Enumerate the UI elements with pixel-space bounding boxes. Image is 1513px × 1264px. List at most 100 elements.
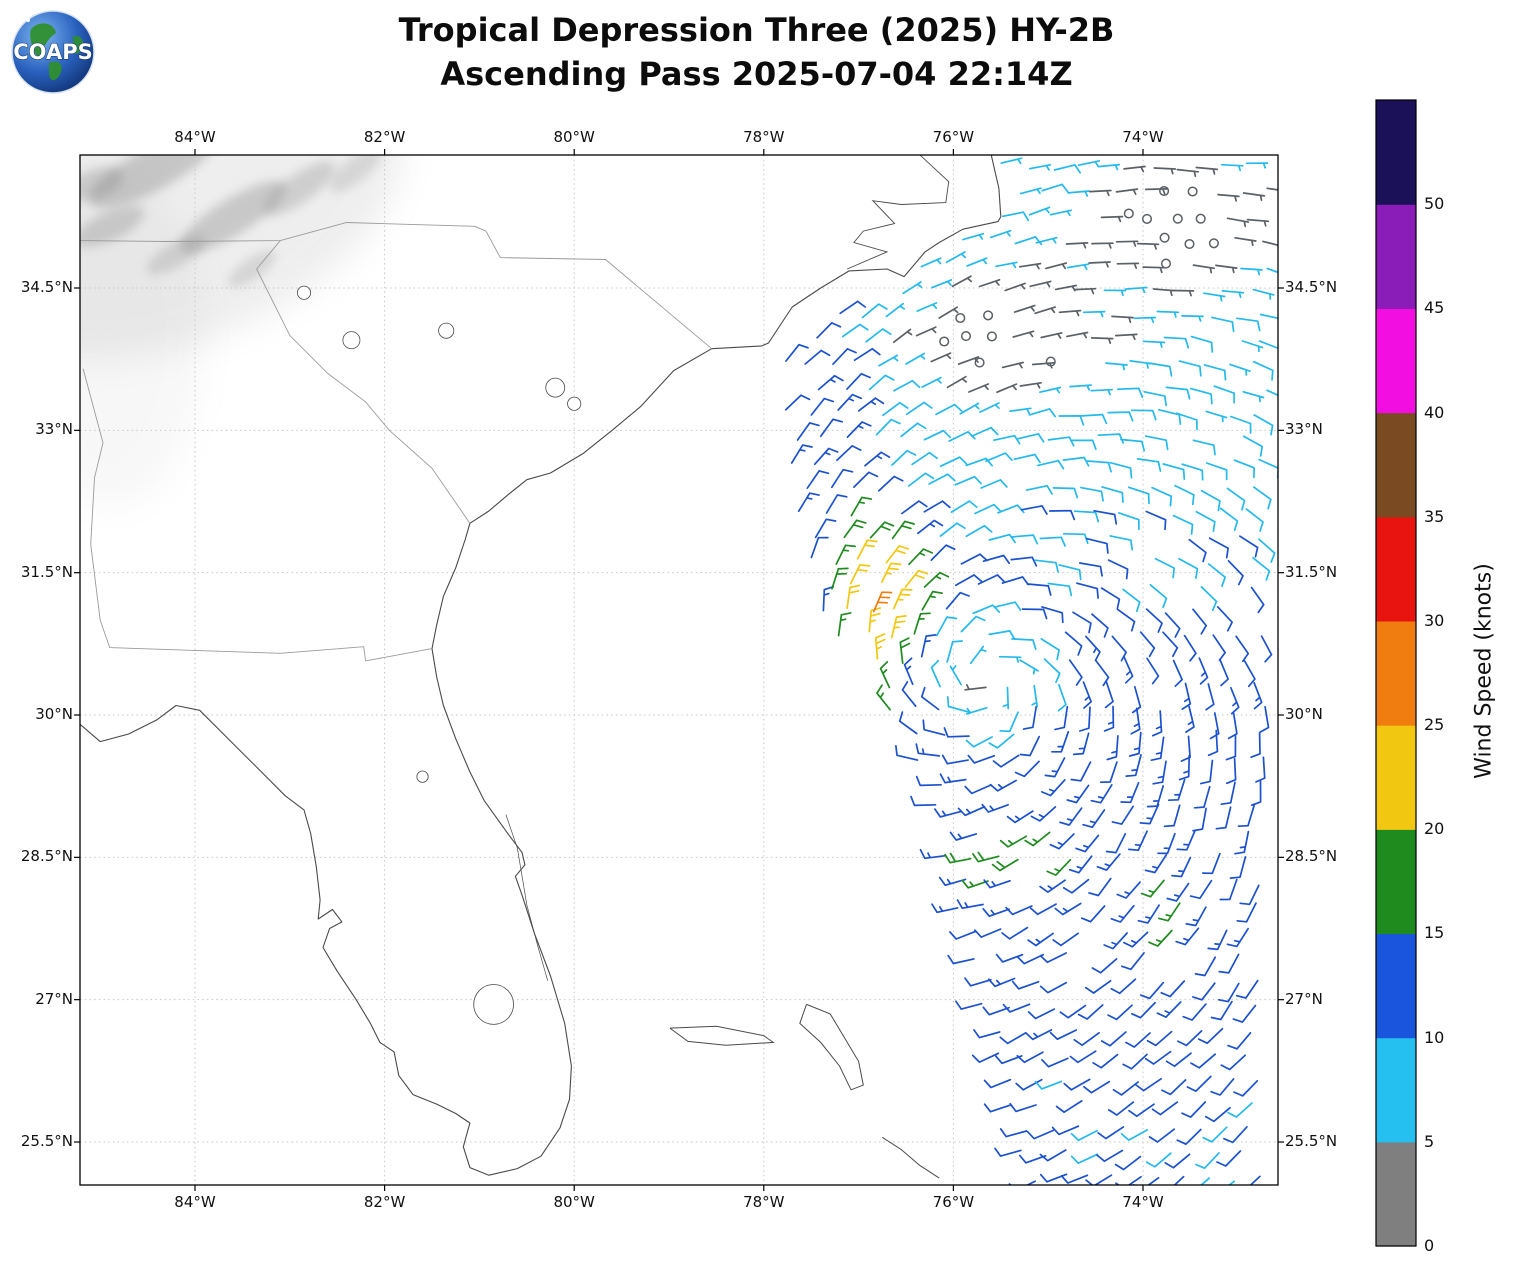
wind-barb: [1142, 266, 1166, 274]
wind-barb: [977, 574, 1006, 585]
wind-barb: [1245, 508, 1264, 532]
wind-barb: [1242, 390, 1265, 403]
wind-barb: [949, 831, 978, 841]
lake-outline: [473, 984, 514, 1025]
lagoon-shoreline: [505, 814, 549, 981]
wind-barb: [846, 421, 872, 438]
state-border: [80, 222, 487, 242]
wind-barb: [1130, 707, 1141, 735]
wind-barb: [1162, 463, 1186, 480]
wind-barb: [1122, 588, 1141, 613]
calm-wind-circle: [1187, 186, 1198, 197]
wind-barb: [948, 431, 976, 442]
wind-barb: [903, 657, 914, 686]
wind-barb: [1039, 386, 1062, 394]
wind-barb: [1227, 1102, 1253, 1118]
calm-wind-circle: [1141, 213, 1153, 224]
title-line-1: Tropical Depression Three (2025) HY-2B: [398, 11, 1115, 49]
wind-barb: [968, 383, 990, 393]
wind-barb: [1093, 509, 1118, 525]
wind-barb: [1199, 759, 1214, 785]
wind-barb: [1120, 782, 1140, 804]
wind-barb: [923, 429, 952, 441]
lat-tick-label-right: 25.5°N: [1285, 1132, 1338, 1150]
wind-barb: [819, 418, 844, 438]
wind-barb: [1220, 163, 1244, 172]
wind-barb: [1250, 780, 1262, 807]
wind-barb: [1090, 784, 1113, 804]
wind-barb: [1211, 316, 1235, 333]
wind-barb: [1116, 262, 1140, 269]
colorbar-tick-label: 35: [1424, 506, 1445, 526]
wind-barb: [1150, 736, 1165, 762]
wind-barb: [991, 858, 1019, 872]
lon-tick-label-bottom: 78°W: [743, 1193, 785, 1211]
logo-text: COAPS: [13, 40, 92, 64]
wind-barb: [1188, 538, 1207, 563]
wind-barb: [832, 348, 857, 366]
wind-barb: [890, 615, 907, 639]
wind-barb: [999, 835, 1028, 848]
wind-barb: [1111, 315, 1134, 324]
wind-barb: [1162, 631, 1179, 658]
wind-barb: [1181, 682, 1192, 710]
wind-barb: [1006, 810, 1034, 824]
wind-barb: [857, 397, 885, 412]
wind-barb: [1250, 586, 1265, 614]
wind-barb: [1160, 980, 1186, 998]
wind-barb: [988, 733, 1015, 749]
wind-barb: [1229, 415, 1252, 434]
wind-barb: [1115, 1175, 1142, 1185]
wind-barb: [1230, 686, 1240, 715]
wind-barb: [921, 590, 943, 611]
wind-barb: [843, 519, 867, 539]
wind-barb: [945, 251, 967, 264]
wind-barb: [1145, 608, 1163, 633]
wind-barb: [837, 612, 852, 637]
wind-barb: [1065, 242, 1089, 249]
wind-barb: [1266, 267, 1278, 274]
wind-barb: [1200, 586, 1218, 612]
wind-barb: [1151, 1101, 1179, 1116]
wind-barb: [1203, 292, 1226, 302]
colorbar-segment: [1376, 412, 1416, 518]
wind-barb: [945, 591, 970, 610]
wind-barb: [1125, 1032, 1151, 1048]
wind-barb: [989, 779, 1017, 792]
wind-barb: [1130, 409, 1157, 421]
wind-barb: [1242, 435, 1264, 457]
wind-barb: [1058, 415, 1085, 426]
wind-barb: [1011, 534, 1039, 545]
wind-barb: [1246, 218, 1270, 227]
lon-tick-label-top: 78°W: [743, 128, 785, 146]
wind-barb: [1144, 435, 1169, 451]
wind-barb: [1090, 337, 1114, 345]
wind-barb: [891, 449, 917, 466]
wind-barb: [1034, 559, 1059, 573]
wind-barb: [1100, 587, 1121, 610]
calm-wind-circle: [1184, 238, 1195, 250]
wind-barb: [1207, 563, 1226, 588]
wind-barb: [1219, 658, 1229, 687]
wind-barb: [1062, 456, 1090, 467]
wind-barb: [1118, 512, 1140, 531]
wind-barb: [1137, 904, 1160, 924]
wind-barb: [965, 457, 993, 467]
lat-tick-label-left: 27°N: [35, 989, 73, 1008]
wind-barb: [1101, 486, 1124, 504]
wind-barb: [1001, 926, 1029, 940]
wind-barb: [846, 372, 871, 390]
wind-barb: [1255, 756, 1266, 783]
calm-wind-circle: [983, 310, 994, 321]
wind-barb: [1099, 761, 1118, 784]
wind-barb: [1077, 160, 1101, 167]
wind-barb: [1114, 1155, 1142, 1171]
wind-barb: [1167, 778, 1186, 802]
wind-barb: [1154, 557, 1176, 579]
wind-barb: [899, 637, 911, 665]
wind-barb: [974, 503, 1002, 515]
wind-barb: [882, 401, 909, 417]
wind-barb: [1192, 807, 1207, 832]
calm-wind-circle: [960, 331, 972, 342]
wind-barb: [1178, 360, 1202, 377]
